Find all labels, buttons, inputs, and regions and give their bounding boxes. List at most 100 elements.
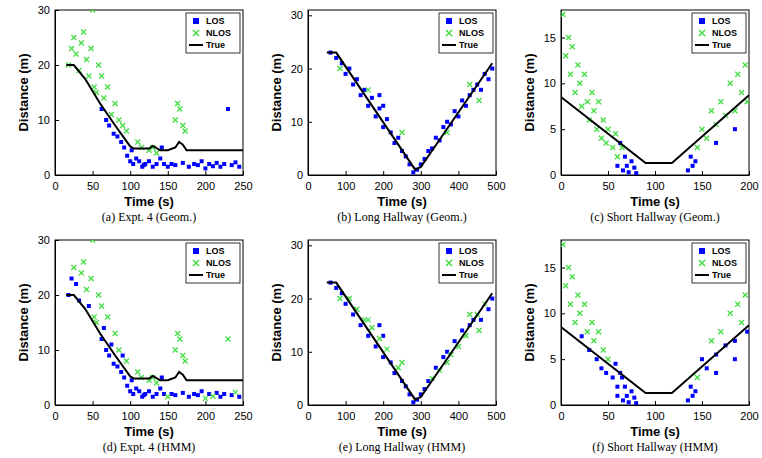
panel: 0501001502002500102030Distance (m)Time (… — [16, 4, 253, 224]
point — [582, 302, 587, 307]
point — [142, 393, 146, 397]
point — [166, 165, 170, 169]
point — [121, 354, 125, 358]
y-axis-title: Distance (m) — [16, 53, 31, 131]
point — [81, 260, 86, 265]
plot-area — [327, 51, 494, 175]
point — [621, 398, 625, 402]
caption: (d) Expt. 4 (HMM) — [103, 440, 196, 454]
y-axis-title: Distance (m) — [16, 283, 31, 361]
x-tick-mark — [130, 171, 131, 175]
true-line — [66, 65, 243, 150]
legend-line — [189, 274, 203, 276]
x-tick: 150 — [159, 171, 177, 192]
point — [137, 159, 141, 163]
point — [351, 313, 355, 317]
point — [615, 164, 619, 168]
point — [735, 302, 740, 307]
point — [709, 108, 714, 113]
point — [604, 140, 609, 145]
caption: (e) Long Hallway (HMM) — [339, 440, 465, 454]
point — [745, 99, 749, 104]
y-tick-mark — [55, 120, 59, 121]
point — [177, 107, 182, 112]
y-tick-mark — [561, 129, 565, 130]
x-tick-mark — [496, 401, 497, 405]
point — [151, 165, 155, 169]
y-tick: 10 — [544, 307, 565, 319]
point — [90, 10, 95, 13]
x-axis-line — [562, 175, 750, 176]
x-tick: 200 — [740, 171, 758, 192]
point — [728, 311, 733, 316]
y-tick: 20 — [38, 59, 59, 71]
y-axis: 0102030 — [38, 4, 59, 181]
plot-frame — [308, 10, 496, 175]
point — [561, 242, 565, 247]
y-axis: 0102030 — [291, 9, 312, 181]
x-tick: 200 — [197, 401, 215, 422]
y-axis: 0102030 — [38, 234, 59, 411]
point — [477, 328, 482, 333]
y-tick: 15 — [544, 262, 565, 274]
point — [689, 155, 693, 159]
point — [116, 118, 121, 123]
point — [411, 400, 415, 404]
point — [704, 136, 709, 141]
point — [237, 165, 241, 169]
plot-frame — [55, 10, 243, 175]
x-tick: 150 — [693, 171, 711, 192]
point — [630, 389, 634, 393]
legend-label: NLOS — [459, 28, 484, 38]
series-los — [329, 51, 495, 175]
point — [370, 96, 374, 100]
legend-marker — [446, 260, 452, 266]
true-line — [327, 283, 492, 400]
y-tick-mark — [561, 175, 565, 176]
point — [215, 161, 219, 165]
panel: 050100150200051015Distance (m)Time (s)(f… — [522, 240, 759, 454]
y-tick: 20 — [291, 63, 312, 75]
y-axis-line — [55, 11, 56, 176]
x-tick: 100 — [122, 401, 140, 422]
plot-area — [561, 12, 749, 175]
x-axis-line — [56, 405, 244, 406]
point — [180, 123, 185, 128]
legend-entry: LOS — [699, 246, 731, 256]
point — [337, 66, 342, 71]
legend-label: NLOS — [712, 28, 737, 38]
point — [453, 339, 457, 343]
y-tick-mark — [308, 122, 312, 123]
x-tick: 50 — [602, 171, 614, 192]
series-true — [66, 65, 243, 150]
legend-entry: NLOS — [446, 258, 484, 268]
y-tick-mark — [55, 295, 59, 296]
point — [105, 85, 110, 90]
y-axis: 051015 — [544, 11, 565, 182]
x-axis-title: Time (s) — [377, 194, 427, 209]
caption: (b) Long Hallway (Geom.) — [337, 210, 466, 224]
point — [490, 297, 494, 301]
y-tick: 0 — [44, 399, 59, 411]
x-tick: 500 — [487, 401, 505, 422]
y-tick-label: 0 — [44, 399, 50, 411]
series-true — [327, 283, 492, 400]
point — [441, 355, 445, 359]
point — [344, 72, 348, 76]
point — [627, 400, 631, 404]
point — [92, 85, 97, 90]
point — [445, 120, 449, 124]
y-tick-mark — [308, 15, 312, 16]
point — [377, 106, 381, 110]
x-tick: 200 — [375, 171, 393, 192]
legend-marker — [699, 260, 705, 266]
point — [222, 392, 226, 396]
point — [135, 140, 140, 145]
point — [71, 265, 76, 270]
y-tick: 20 — [38, 289, 59, 301]
point — [207, 162, 211, 166]
point — [170, 392, 174, 396]
point — [196, 163, 200, 167]
point — [84, 57, 89, 62]
point — [99, 74, 104, 79]
